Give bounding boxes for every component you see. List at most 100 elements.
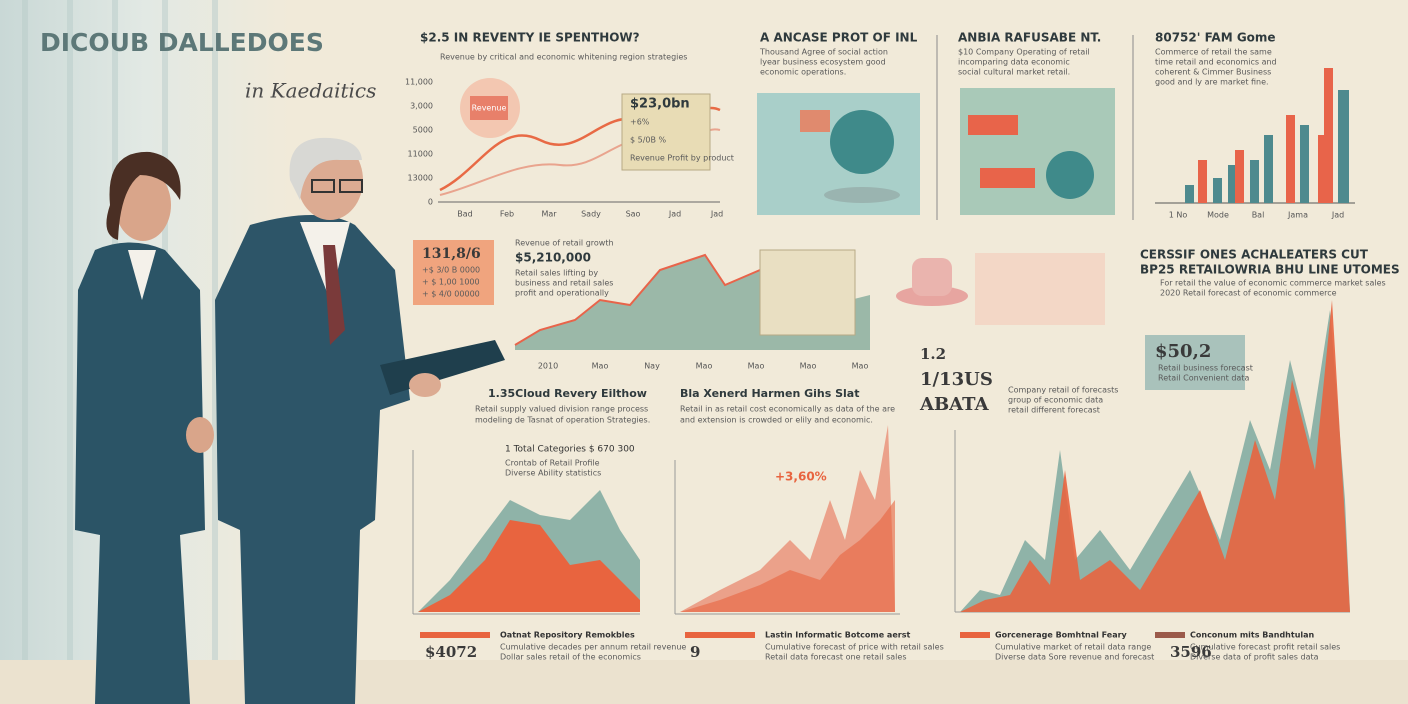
legend-body: Retail data forecast one retail sales [765, 653, 906, 662]
legend-label: Gorcenerage Bomhtnal Feary [995, 631, 1128, 640]
legend-body: Diverse data of profit sales data [1190, 653, 1319, 662]
legend-body: Dollar sales retail of the economics [500, 653, 641, 662]
x-tick-label: Feb [500, 210, 514, 219]
y-tick-label: 13000 [408, 174, 433, 183]
icon [968, 115, 1018, 135]
x-tick-label: Jad [710, 210, 723, 219]
area-line [514, 253, 761, 346]
panel-title: 1.35Cloud Revery Eilthow [488, 387, 647, 400]
y-tick-label: 0 [428, 198, 433, 207]
stat-box [413, 240, 494, 305]
area-back [680, 500, 895, 612]
body: profit and operationally [515, 289, 609, 298]
panel-body: Thousand Agree of social action [759, 48, 888, 57]
page-subtitle: in Kaedaitics [245, 79, 376, 103]
legend-body: Cumulative market of retail data range [995, 643, 1151, 652]
legend-body: Cumulative forecast of price with retail… [765, 643, 944, 652]
stat-body: + $ 4/0 00000 [422, 290, 480, 299]
callout-text: +6% [630, 118, 650, 127]
x-tick-label: Mao [696, 362, 713, 371]
y-tick-label: 5000 [413, 126, 433, 135]
panels: A ANCASE PROT OF INL Thousand Agree of so… [759, 31, 1277, 87]
panel-body: lyear business ecosystem good [760, 58, 886, 67]
panel-body: good and ly are market fine. [1155, 78, 1269, 87]
x-tick-label: 1 No [1169, 211, 1188, 220]
forecast-box [975, 253, 1105, 325]
x-tick-label: Sao [626, 210, 641, 219]
revenue-callout-text: $23,0bn +6% $ 5/0B % Revenue Profit by prod… [630, 97, 734, 163]
x-tick-label: 2010 [538, 362, 558, 371]
panel-body: Commerce of retail the same [1155, 48, 1272, 57]
inset: 1 Total Categories $ 670 300 [505, 445, 635, 455]
callout-text: Revenue Profit by product [630, 154, 734, 163]
page-title: DICOUB DALLEDOES [40, 28, 324, 57]
globe-base [824, 187, 900, 203]
inset-body: Crontab of Retail Profile [505, 459, 600, 468]
x-tick-label: Sady [581, 210, 601, 219]
y-tick-label: 11000 [408, 150, 433, 159]
illustration-box [960, 88, 1115, 215]
heading: BP25 RETAILOWRIA BHU LINE UTOMES [1140, 263, 1400, 277]
panel-body: economic operations. [760, 68, 846, 77]
pink-object [896, 258, 968, 306]
revenue-badge: Revenue [472, 104, 507, 113]
callout [759, 249, 856, 336]
stat-body: retail different forecast [1008, 406, 1100, 415]
area-front [960, 300, 1350, 612]
stat: ABATA [919, 394, 990, 415]
stat: 131,8/6 [422, 246, 481, 262]
x-tick-label: Mar [541, 210, 557, 219]
legend-swatch [685, 632, 755, 638]
callout-text: $23,0bn [630, 97, 690, 112]
legend-swatch [1155, 632, 1185, 638]
legend-body: Cumulative forecast profit retail sales [1190, 643, 1340, 652]
panel-body: incomparing data economic [958, 58, 1070, 67]
panel-body: and extension is crowded or elily and ec… [680, 416, 873, 425]
y-tick-label: 3,000 [410, 102, 433, 111]
bar-x-ticks: 1 No Mode Bal Jama Jad [1169, 211, 1344, 220]
icon [980, 168, 1035, 188]
legend-body: Cumulative decades per annum retail reve… [500, 643, 686, 652]
x-tick-label: Jad [1331, 211, 1344, 220]
total: 3596 [1170, 643, 1212, 661]
heading: Revenue of retail growth [515, 239, 614, 248]
sub: 2020 Retail forecast of economic commerc… [1160, 289, 1337, 298]
x-tick-label: Nay [644, 362, 660, 371]
x-tick-label: Bal [1252, 211, 1265, 220]
x-tick-label: Jad [668, 210, 681, 219]
inset-body: Diverse Ability statistics [505, 469, 601, 478]
x-tick-label: Mao [592, 362, 609, 371]
panel-body: Retail supply valued division range proc… [475, 405, 648, 414]
panel-body: $10 Company Operating of retail [958, 48, 1090, 57]
callout-text: $ 5/0B % [630, 136, 667, 145]
panel-body: Retail in as retail cost economically as… [680, 405, 895, 414]
heading: CERSSIF ONES ACHALEATERS CUT [1140, 248, 1369, 262]
icon [800, 110, 830, 132]
revenue-callout [621, 93, 711, 171]
revenue-x-ticks: Bad Feb Mar Sady Sao Jad Jad [457, 210, 723, 219]
big-stat: $50,2 [1155, 341, 1211, 362]
sub: For retail the value of economic commerc… [1160, 279, 1386, 288]
big-stat-box [1145, 335, 1245, 390]
panel-body: modeling de Tasnat of operation Strategi… [475, 416, 650, 425]
x-tick-label: Bad [457, 210, 472, 219]
bottom-text: 1.35Cloud Revery Eilthow Retail supply va… [420, 387, 1340, 662]
big-stat-body: Retail Convenient data [1158, 374, 1249, 383]
total: $4072 [425, 643, 477, 661]
x-tick-label: Mode [1207, 211, 1229, 220]
body: business and retail sales [515, 279, 613, 288]
stat-body: group of economic data [1008, 396, 1103, 405]
woman [75, 151, 214, 704]
total: 9 [690, 643, 700, 661]
stat: 1/13US [920, 369, 993, 390]
value: $5,210,000 [515, 251, 591, 265]
legend-swatch [960, 632, 990, 638]
revenue-title: $2.5 IN REVENTY IE SPENTHOW? [420, 31, 640, 45]
big-stat-body: Retail business forecast [1158, 364, 1253, 373]
x-tick-label: Mao [852, 362, 869, 371]
bar-chart [1155, 68, 1355, 204]
globe [1046, 151, 1094, 199]
x-tick-label: Mao [748, 362, 765, 371]
body: Retail sales lifting by [515, 269, 598, 278]
